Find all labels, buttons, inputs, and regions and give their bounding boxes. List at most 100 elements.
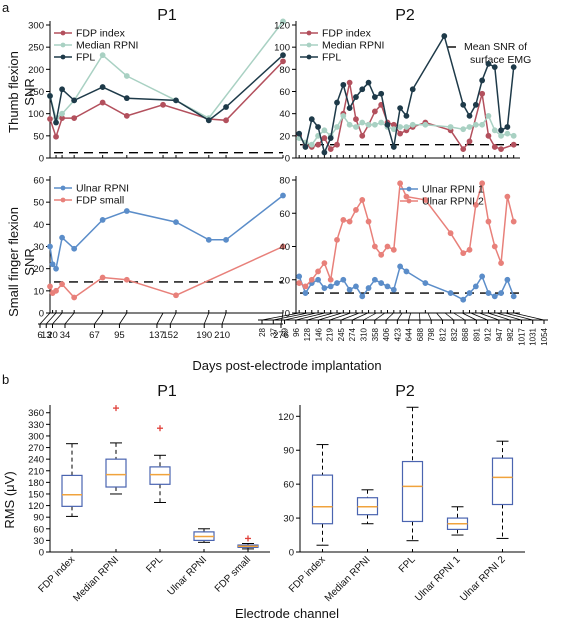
p2_small-series-1-point [353, 207, 359, 213]
small-ylabel-line2: SNR [22, 248, 37, 275]
p1-day-label: 34 [60, 330, 71, 341]
p2_thumb-series-1-point [447, 124, 454, 130]
p1_thumb-series-1-point [59, 110, 65, 117]
p2_thumb-series-1-point [321, 127, 328, 134]
p2_thumb-legend-marker [306, 30, 312, 36]
p1-day-label: 67 [89, 330, 100, 341]
p2_small-series-1-point [334, 236, 340, 243]
p2_small-series-1-point [491, 243, 498, 250]
p2_thumb-series-1-point [334, 124, 340, 130]
p2_thumb-series-0-point [479, 90, 486, 97]
p1-day-connector [52, 312, 63, 325]
p2_thumb-series-1-point [403, 124, 410, 130]
p2-day-connector [352, 312, 368, 321]
p2_small-series-1-point [460, 250, 467, 257]
p1_small-ytick-label: 20 [33, 264, 44, 275]
p2_thumb-series-1-point [479, 121, 486, 128]
p1_small-ytick-label: 60 [33, 176, 44, 187]
p2_rms-box [311, 474, 334, 525]
p2_small-series-0-point [422, 280, 429, 286]
p2_thumb-series-2-point [390, 144, 397, 150]
p2_small-series-0-point [296, 273, 303, 280]
p1_thumb-series-2-point [173, 97, 179, 104]
p2-day-label: 128 [303, 327, 312, 341]
p2-day-connector [436, 312, 443, 321]
p1_small-series-0-point [205, 236, 212, 243]
p2_thumb-legend-label: FPL [322, 52, 341, 64]
p1-day-label: 20 [47, 330, 58, 341]
p2_small-series-1-point [340, 217, 347, 223]
p1_rms-box [61, 474, 83, 507]
p1_rms-ytick-label: 360 [28, 408, 44, 419]
p2_thumb-series-1-point [510, 132, 517, 139]
p2_small-series-0-point [334, 280, 340, 286]
p2_thumb-series-2-point [296, 130, 303, 137]
p2_thumb-series-0-point [327, 146, 334, 153]
p2_thumb-series-0-point [359, 132, 366, 139]
p2-day-label: 96 [292, 327, 301, 336]
p1_thumb-legend-label: Median RPNI [76, 40, 138, 52]
p2-day-connector [408, 312, 412, 321]
p2_small-series-0-point [315, 276, 321, 283]
p2_thumb-series-0-point [397, 130, 404, 137]
p2_small-ytick-label: 20 [279, 275, 290, 286]
p2-day-label: 219 [326, 327, 335, 341]
p2_thumb-series-0-point [460, 146, 467, 153]
p2_small-series-0-point [485, 290, 492, 296]
p2-day-label: 798 [427, 327, 436, 341]
p2_small-series-1-point [397, 180, 404, 187]
p2_thumb-series-0-point [321, 135, 328, 141]
p2_thumb-series-2-point [321, 149, 328, 156]
p2_small-series-1-point [504, 193, 511, 200]
p1_rms-ytick-label: 240 [28, 455, 44, 466]
p2_thumb-series-1-point [346, 121, 353, 128]
p2-day-connector [513, 312, 545, 321]
p2_small-legend-marker [406, 186, 412, 192]
p2_thumb-legend-label: Median RPNI [322, 40, 384, 52]
p2_thumb-series-1-point [371, 121, 378, 128]
p2_thumb-series-2-point [441, 33, 448, 39]
p2_small-series-1-point [479, 180, 486, 187]
p1_small-series-0-point [53, 265, 59, 272]
p2_rms-category-label: FDP index [287, 554, 328, 595]
p1_thumb-legend-marker [60, 54, 66, 60]
rms-ylabel: RMS (μV) [2, 471, 17, 528]
p1-rms-title: P1 [157, 383, 177, 400]
p2_thumb-series-2-point [460, 101, 467, 108]
p1_rms-category-label: Ulnar RPNI [166, 554, 210, 598]
p2-day-label: 69 [281, 327, 290, 336]
p2_thumb-series-2-point [403, 112, 410, 119]
p2_small-series-0-point [504, 276, 511, 283]
p2_small-series-0-point [321, 285, 328, 291]
p2_rms-ytick-label: 120 [278, 412, 294, 423]
p2_thumb-series-2-point [491, 64, 498, 71]
p2-day-connector [505, 312, 533, 321]
p2_rms-ytick-label: 90 [283, 446, 294, 457]
p2-day-label: 1017 [517, 327, 526, 345]
p2_small-series-1-point [472, 202, 479, 208]
p2_small-series-1-point [359, 197, 366, 203]
p1_small-series-0-point [71, 245, 78, 252]
p2-day-label: 891 [472, 327, 481, 341]
p2_thumb-series-2-point [359, 86, 366, 93]
p2-day-connector [307, 312, 334, 321]
p1-day-label: 276 [273, 330, 289, 341]
p2_thumb-series-1-point [353, 124, 359, 130]
p2_thumb-series-1-point [409, 121, 416, 128]
p2-day-connector [261, 312, 300, 321]
p2_thumb-series-2-point [384, 121, 391, 128]
p1_rms-ytick-label: 270 [28, 443, 44, 454]
p1-day-connector [221, 312, 227, 325]
p1_thumb-series-2-point [205, 117, 212, 124]
thumb-ylabel-line2: SNR [22, 78, 37, 105]
p2_thumb-series-0-point [466, 138, 473, 145]
p2-day-label: 310 [360, 327, 369, 341]
p2_small-series-0-point [491, 293, 498, 300]
p2_small-series-1-point [378, 251, 385, 258]
p1_small-legend-label: Ulnar RPNI [76, 183, 129, 195]
p2_thumb-series-0-point [510, 141, 517, 148]
p2_thumb-series-2-point [378, 90, 385, 97]
p2_thumb-ytick-label: 100 [274, 43, 290, 54]
p2_small-series-0-point [403, 268, 410, 275]
p2-day-connector [374, 312, 386, 321]
